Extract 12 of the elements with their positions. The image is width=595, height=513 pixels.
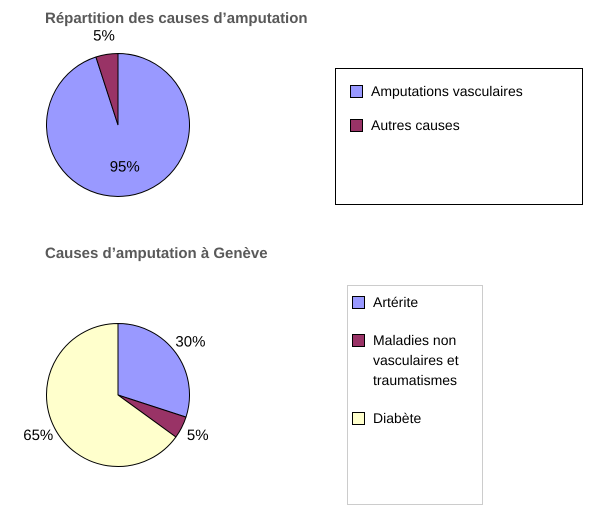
chart-title: Causes d’amputation à Genève	[45, 245, 268, 262]
legend-label: Artérite	[373, 293, 418, 312]
legend-label: Maladies non vasculaires et traumatismes	[373, 331, 460, 390]
legend-label: Diabète	[373, 409, 422, 428]
chart-title: Répartition des causes d’amputation	[45, 10, 308, 27]
legend-label: Amputations vasculaires	[371, 82, 523, 101]
data-label: 30%	[175, 334, 206, 351]
data-label: 5%	[93, 28, 115, 45]
data-label: 65%	[23, 426, 54, 444]
legend-label: Autres causes	[371, 116, 460, 135]
data-label: 95%	[110, 158, 140, 176]
data-label: 5%	[186, 426, 209, 444]
